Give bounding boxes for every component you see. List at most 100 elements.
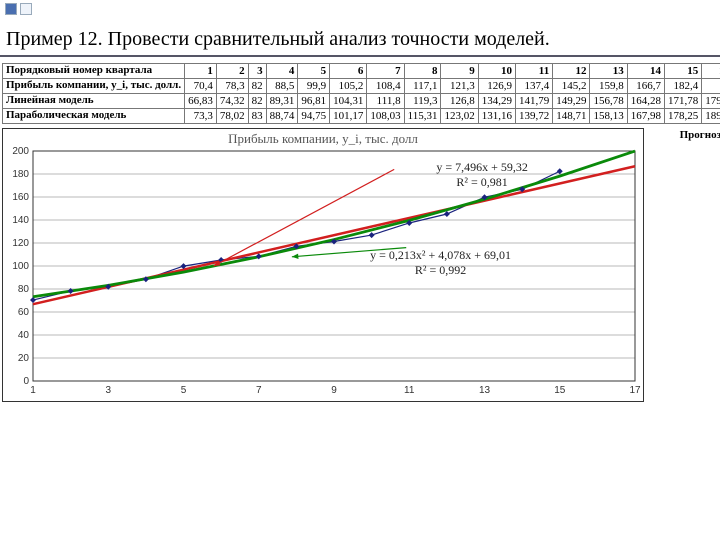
cell: 156,78 [590,94,627,109]
svg-text:140: 140 [12,215,29,226]
deco-square [20,3,32,15]
cell: 94,75 [298,109,330,124]
data-table: Порядковый номер квартала123456789101112… [2,63,720,124]
chart-plot: 0204060801001201401601802001357911131517 [33,151,635,381]
table-row: Порядковый номер квартала123456789101112… [3,64,720,79]
cell: 82 [248,79,266,94]
cell: 78,3 [216,79,248,94]
cell: 82 [248,94,266,109]
cell: 159,8 [590,79,627,94]
cell: 131,16 [478,109,515,124]
cell: 158,13 [590,109,627,124]
svg-text:3: 3 [105,385,111,396]
chart-title: Прибыль компании, y_i, тыс. долл [3,131,643,147]
cell: 105,2 [330,79,367,94]
svg-text:40: 40 [18,330,30,341]
cell: 164,28 [627,94,664,109]
svg-text:200: 200 [12,146,29,157]
cell: 7 [367,64,404,79]
svg-text:120: 120 [12,238,29,249]
cell: 119,3 [404,94,441,109]
svg-text:180: 180 [12,169,29,180]
cell: 4 [266,64,298,79]
svg-text:20: 20 [18,353,30,364]
svg-text:7: 7 [256,385,262,396]
cell: 117,1 [404,79,441,94]
cell: 179,3 [702,94,720,109]
cell: 73,3 [185,109,217,124]
row-label: Параболическая модель [3,109,185,124]
cell: 88,74 [266,109,298,124]
cell: 11 [515,64,552,79]
linear-eq-r2: R² = 0,981 [436,175,528,190]
table-row: Параболическая модель73,378,028388,7494,… [3,109,720,124]
cell: 149,29 [553,94,590,109]
cell: 6 [330,64,367,79]
cell: 145,2 [553,79,590,94]
table-row: Прибыль компании, y_i, тыс. долл.70,478,… [3,79,720,94]
linear-equation: y = 7,496x + 59,32 R² = 0,981 [436,160,528,190]
table-row: Линейная модель66,8374,328289,3196,81104… [3,94,720,109]
chart-svg: 0204060801001201401601802001357911131517 [33,151,635,381]
svg-text:9: 9 [331,385,337,396]
svg-text:1: 1 [30,385,36,396]
parabola-eq-text: y = 0,213x² + 4,078x + 69,01 [370,248,511,263]
cell: 96,81 [298,94,330,109]
cell: 137,4 [515,79,552,94]
svg-text:13: 13 [479,385,491,396]
linear-eq-text: y = 7,496x + 59,32 [436,160,528,175]
svg-text:60: 60 [18,307,30,318]
chart-container: Прибыль компании, y_i, тыс. долл Прогноз… [2,128,644,402]
cell: 182,4 [664,79,701,94]
row-label: Линейная модель [3,94,185,109]
cell: 2 [216,64,248,79]
cell: 134,29 [478,94,515,109]
cell: 13 [590,64,627,79]
svg-text:80: 80 [18,284,30,295]
row-label: Порядковый номер квартала [3,64,185,79]
cell: 9 [441,64,478,79]
cell: 101,17 [330,109,367,124]
cell: 171,78 [664,94,701,109]
cell: 89,31 [266,94,298,109]
parabola-eq-r2: R² = 0,992 [370,263,511,278]
cell: 189,0 [702,109,720,124]
cell: 5 [298,64,330,79]
cell: 115,31 [404,109,441,124]
cell: 12 [553,64,590,79]
svg-text:0: 0 [23,376,29,387]
cell: 83 [248,109,266,124]
cell [702,79,720,94]
cell: 78,02 [216,109,248,124]
svg-text:15: 15 [554,385,566,396]
cell: 10 [478,64,515,79]
cell: 139,72 [515,109,552,124]
svg-text:100: 100 [12,261,29,272]
cell: 70,4 [185,79,217,94]
app-topbar [0,0,720,26]
cell: 148,71 [553,109,590,124]
forecast-label: Прогноз [680,129,720,141]
cell: 178,25 [664,109,701,124]
cell: 16 [702,64,720,79]
cell: 104,31 [330,94,367,109]
cell: 8 [404,64,441,79]
svg-text:160: 160 [12,192,29,203]
cell: 123,02 [441,109,478,124]
cell: 108,4 [367,79,404,94]
cell: 15 [664,64,701,79]
cell: 88,5 [266,79,298,94]
data-table-wrap: Порядковый номер квартала123456789101112… [0,57,720,126]
cell: 99,9 [298,79,330,94]
cell: 1 [185,64,217,79]
cell: 166,7 [627,79,664,94]
cell: 66,83 [185,94,217,109]
svg-text:5: 5 [181,385,187,396]
cell: 126,8 [441,94,478,109]
parabola-equation: y = 0,213x² + 4,078x + 69,01 R² = 0,992 [370,248,511,278]
cell: 126,9 [478,79,515,94]
cell: 14 [627,64,664,79]
deco-square [5,3,17,15]
page-title: Пример 12. Провести сравнительный анализ… [0,26,720,57]
svg-text:17: 17 [629,385,641,396]
